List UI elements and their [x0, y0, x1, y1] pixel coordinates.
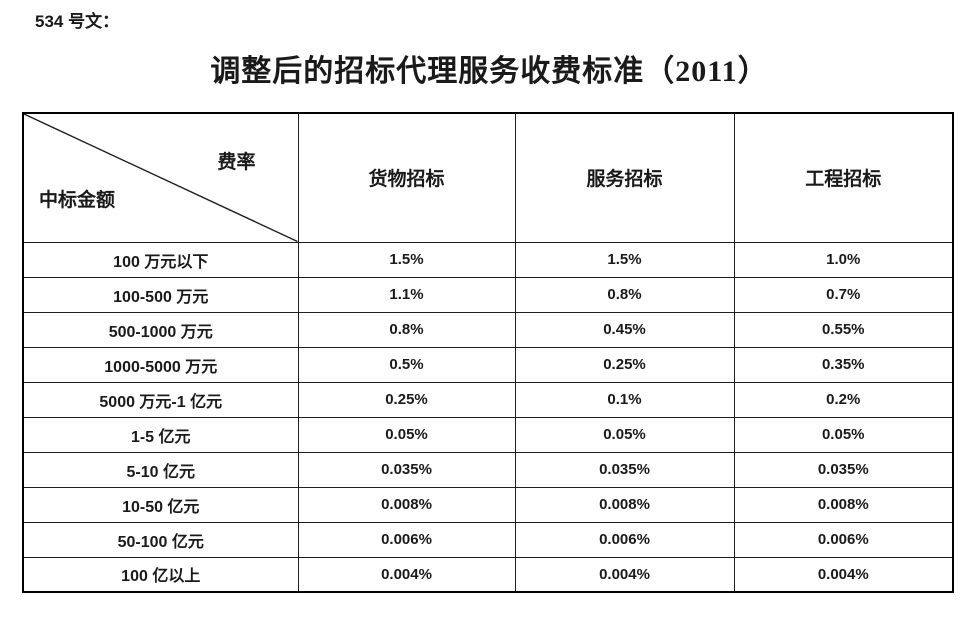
- table-body: 100 万元以下 1.5% 1.5% 1.0% 100-500 万元 1.1% …: [22, 241, 954, 593]
- fee-cell: 0.008%: [297, 486, 516, 523]
- fee-cell: 0.55%: [733, 311, 954, 348]
- table-row: 5000 万元-1 亿元 0.25% 0.1% 0.2%: [22, 381, 954, 418]
- table-row: 100 亿以上 0.004% 0.004% 0.004%: [22, 556, 954, 593]
- fee-cell: 1.0%: [733, 241, 954, 278]
- fee-cell: 0.25%: [514, 346, 735, 383]
- fee-cell: 0.7%: [733, 276, 954, 313]
- column-header-goods: 货物招标: [297, 112, 516, 243]
- table-row: 100 万元以下 1.5% 1.5% 1.0%: [22, 241, 954, 278]
- fee-cell: 0.05%: [297, 416, 516, 453]
- table-row: 1-5 亿元 0.05% 0.05% 0.05%: [22, 416, 954, 453]
- row-label: 100 万元以下: [22, 241, 299, 278]
- fee-cell: 0.035%: [297, 451, 516, 488]
- fee-cell: 0.45%: [514, 311, 735, 348]
- fee-cell: 0.035%: [514, 451, 735, 488]
- header-row: 费率 中标金额 货物招标 服务招标 工程招标: [22, 112, 954, 243]
- corner-header-cell: 费率 中标金额: [22, 112, 299, 243]
- table-row: 50-100 亿元 0.006% 0.006% 0.006%: [22, 521, 954, 558]
- fee-cell: 0.008%: [733, 486, 954, 523]
- row-label: 100 亿以上: [22, 556, 299, 593]
- fee-cell: 0.004%: [514, 556, 735, 593]
- fee-cell: 0.25%: [297, 381, 516, 418]
- row-label: 100-500 万元: [22, 276, 299, 313]
- fee-cell: 0.05%: [514, 416, 735, 453]
- fee-rate-table: 费率 中标金额 货物招标 服务招标 工程招标 100 万元以下 1.5% 1.5…: [22, 112, 954, 593]
- fee-cell: 0.5%: [297, 346, 516, 383]
- fee-cell: 1.5%: [514, 241, 735, 278]
- fee-cell: 0.035%: [733, 451, 954, 488]
- row-label: 50-100 亿元: [22, 521, 299, 558]
- corner-rate-label: 费率: [217, 152, 256, 173]
- column-header-services: 服务招标: [514, 112, 735, 243]
- corner-amount-label: 中标金额: [39, 189, 116, 211]
- fee-cell: 0.1%: [514, 381, 735, 418]
- row-label: 1-5 亿元: [22, 416, 299, 453]
- row-label: 10-50 亿元: [22, 486, 299, 523]
- table-row: 5-10 亿元 0.035% 0.035% 0.035%: [22, 451, 954, 488]
- table-row: 500-1000 万元 0.8% 0.45% 0.55%: [22, 311, 954, 348]
- page-title: 调整后的招标代理服务收费标准（2011）: [210, 55, 769, 88]
- fee-cell: 0.05%: [733, 416, 954, 453]
- row-label: 5-10 亿元: [22, 451, 299, 488]
- fee-cell: 0.2%: [733, 381, 954, 418]
- table-header: 费率 中标金额 货物招标 服务招标 工程招标: [22, 112, 954, 243]
- fee-cell: 0.008%: [514, 486, 735, 523]
- fee-cell: 0.006%: [297, 521, 516, 558]
- fee-cell: 0.8%: [297, 311, 516, 348]
- diagonal-line: [24, 114, 298, 242]
- fee-cell: 0.006%: [514, 521, 735, 558]
- doc-number: 534 号文：: [35, 12, 120, 31]
- row-label: 500-1000 万元: [22, 311, 299, 348]
- fee-cell: 0.8%: [514, 276, 735, 313]
- row-label: 5000 万元-1 亿元: [22, 381, 299, 418]
- table-row: 1000-5000 万元 0.5% 0.25% 0.35%: [22, 346, 954, 383]
- row-label: 1000-5000 万元: [22, 346, 299, 383]
- table-row: 100-500 万元 1.1% 0.8% 0.7%: [22, 276, 954, 313]
- fee-cell: 0.004%: [297, 556, 516, 593]
- table-row: 10-50 亿元 0.008% 0.008% 0.008%: [22, 486, 954, 523]
- column-header-engineering: 工程招标: [733, 112, 954, 243]
- fee-cell: 0.35%: [733, 346, 954, 383]
- fee-cell: 1.1%: [297, 276, 516, 313]
- fee-cell: 1.5%: [297, 241, 516, 278]
- fee-cell: 0.004%: [733, 556, 954, 593]
- fee-cell: 0.006%: [733, 521, 954, 558]
